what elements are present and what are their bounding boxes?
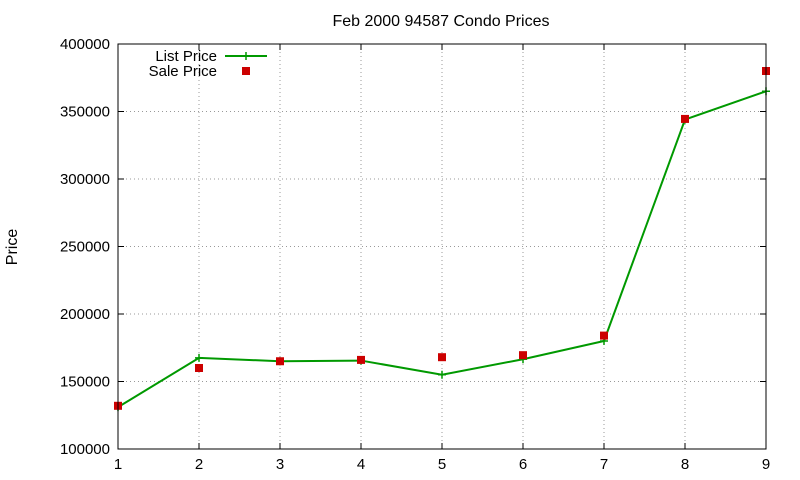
legend-label-sale-price: Sale Price xyxy=(149,63,217,80)
legend-marker-sale-price xyxy=(242,67,250,75)
y-tick-label: 250000 xyxy=(60,239,110,256)
plot-frame xyxy=(117,43,767,450)
x-tick-label: 5 xyxy=(438,456,446,473)
sale-price-point xyxy=(357,355,365,364)
list-price-point xyxy=(438,370,446,379)
y-axis-label: Price xyxy=(4,229,21,266)
chart-title: Feb 2000 94587 Condo Prices xyxy=(332,13,549,30)
x-tick-label: 6 xyxy=(519,456,527,473)
x-tick-label: 2 xyxy=(195,456,203,473)
sale-price-point xyxy=(600,331,608,340)
x-tick-label: 1 xyxy=(114,456,122,473)
legend-marker-list-price xyxy=(242,52,250,60)
y-tick-label: 300000 xyxy=(60,171,110,188)
legend-label-list-price: List Price xyxy=(155,48,217,65)
y-tick-label: 100000 xyxy=(60,441,110,458)
series-layer xyxy=(114,67,770,412)
y-tick-label: 200000 xyxy=(60,306,110,323)
y-tick-label: 150000 xyxy=(60,374,110,391)
sale-price-point xyxy=(519,351,527,360)
list-price-point xyxy=(195,353,203,362)
sale-price-point xyxy=(276,357,284,366)
x-tick-label: 8 xyxy=(681,456,689,473)
sale-price-point xyxy=(195,364,203,372)
sale-price-point xyxy=(438,353,446,362)
grid xyxy=(117,43,767,450)
legend: List Price Sale Price xyxy=(149,48,267,80)
y-tick-label: 350000 xyxy=(60,104,110,121)
y-tick-label: 400000 xyxy=(60,36,110,53)
x-tick-label: 9 xyxy=(762,456,770,473)
tick-labels: 1 2 3 4 5 6 7 8 9 100000 150000 200000 250000 300000 3… xyxy=(60,36,770,473)
x-tick-label: 3 xyxy=(276,456,284,473)
x-tick-label: 4 xyxy=(357,456,365,473)
x-tick-label: 7 xyxy=(600,456,608,473)
sale-price-point xyxy=(681,114,689,123)
